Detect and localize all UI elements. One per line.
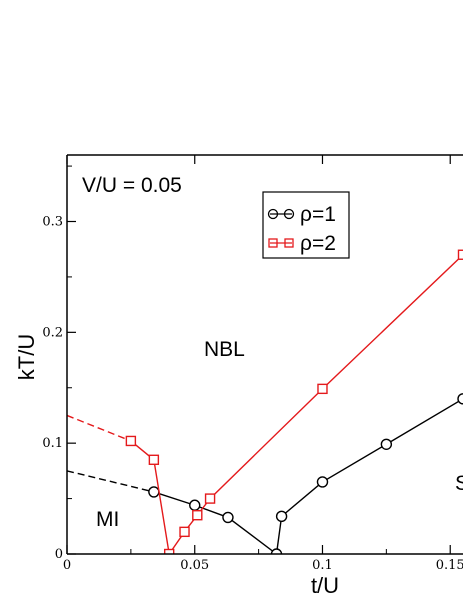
x-tick-label-1: 0.05	[180, 558, 209, 573]
legend-marker-rho2-b	[284, 238, 294, 248]
x-tick-label-3: 0.15	[436, 558, 463, 573]
series-2-point-3	[163, 548, 175, 554]
region-label-nbl: NBL	[204, 338, 245, 361]
y-tick-label-1: 0.1	[42, 436, 63, 451]
series-1-point-1	[148, 486, 160, 498]
legend-marker-rho2-a	[268, 238, 278, 248]
series-2-point-8	[457, 249, 463, 260]
plot-area	[67, 249, 463, 554]
region-label-mi: MI	[96, 508, 119, 531]
series-1-point-6	[316, 476, 329, 488]
x-tick-label-2: 0.1	[312, 558, 333, 573]
series-2-point-4	[179, 526, 190, 538]
series-1-point-3	[222, 511, 234, 524]
x-tick-label-0: 0	[63, 558, 71, 573]
y-axis-label: kT/U	[14, 334, 39, 380]
y-tick-label-0: 0	[55, 547, 63, 562]
series-1-point-2	[189, 499, 201, 511]
y-tick-label-3: 0.3	[42, 215, 63, 230]
legend-marker-rho1-b	[283, 208, 295, 220]
series-1-point-5	[275, 510, 288, 523]
series-2-point-6	[204, 493, 216, 504]
plot-content	[67, 249, 463, 554]
series-2-point-5	[192, 510, 203, 521]
legend-label-rho2: ρ=2	[300, 232, 336, 255]
legend-marker-rho1-a	[267, 208, 279, 220]
series-1-point-8	[457, 393, 463, 405]
series-2-point-7	[317, 383, 328, 395]
legend-entry-rho2: ρ=2	[268, 232, 336, 255]
region-label-sf: S	[455, 472, 463, 495]
series-1-point-4	[270, 548, 283, 554]
series-2-point-2	[148, 454, 160, 465]
legend-label-rho1: ρ=1	[300, 203, 336, 226]
series-1-point-7	[380, 438, 393, 450]
axes: 0 0.05 0.1 0.15 0 0.1 0.2 0.3	[42, 154, 463, 573]
legend: ρ=1 ρ=2	[262, 191, 350, 259]
series-1-line	[153, 398, 463, 554]
series-2-line	[130, 254, 463, 554]
series-2-point-1	[125, 435, 137, 447]
series-1-dashed-line	[67, 470, 155, 493]
x-axis-label: t/U	[311, 573, 339, 598]
legend-entry-rho1: ρ=1	[267, 203, 336, 226]
y-tick-label-2: 0.2	[42, 325, 63, 340]
series-2-dashed-line	[67, 414, 132, 442]
parameter-annotation: V/U = 0.05	[82, 174, 182, 197]
